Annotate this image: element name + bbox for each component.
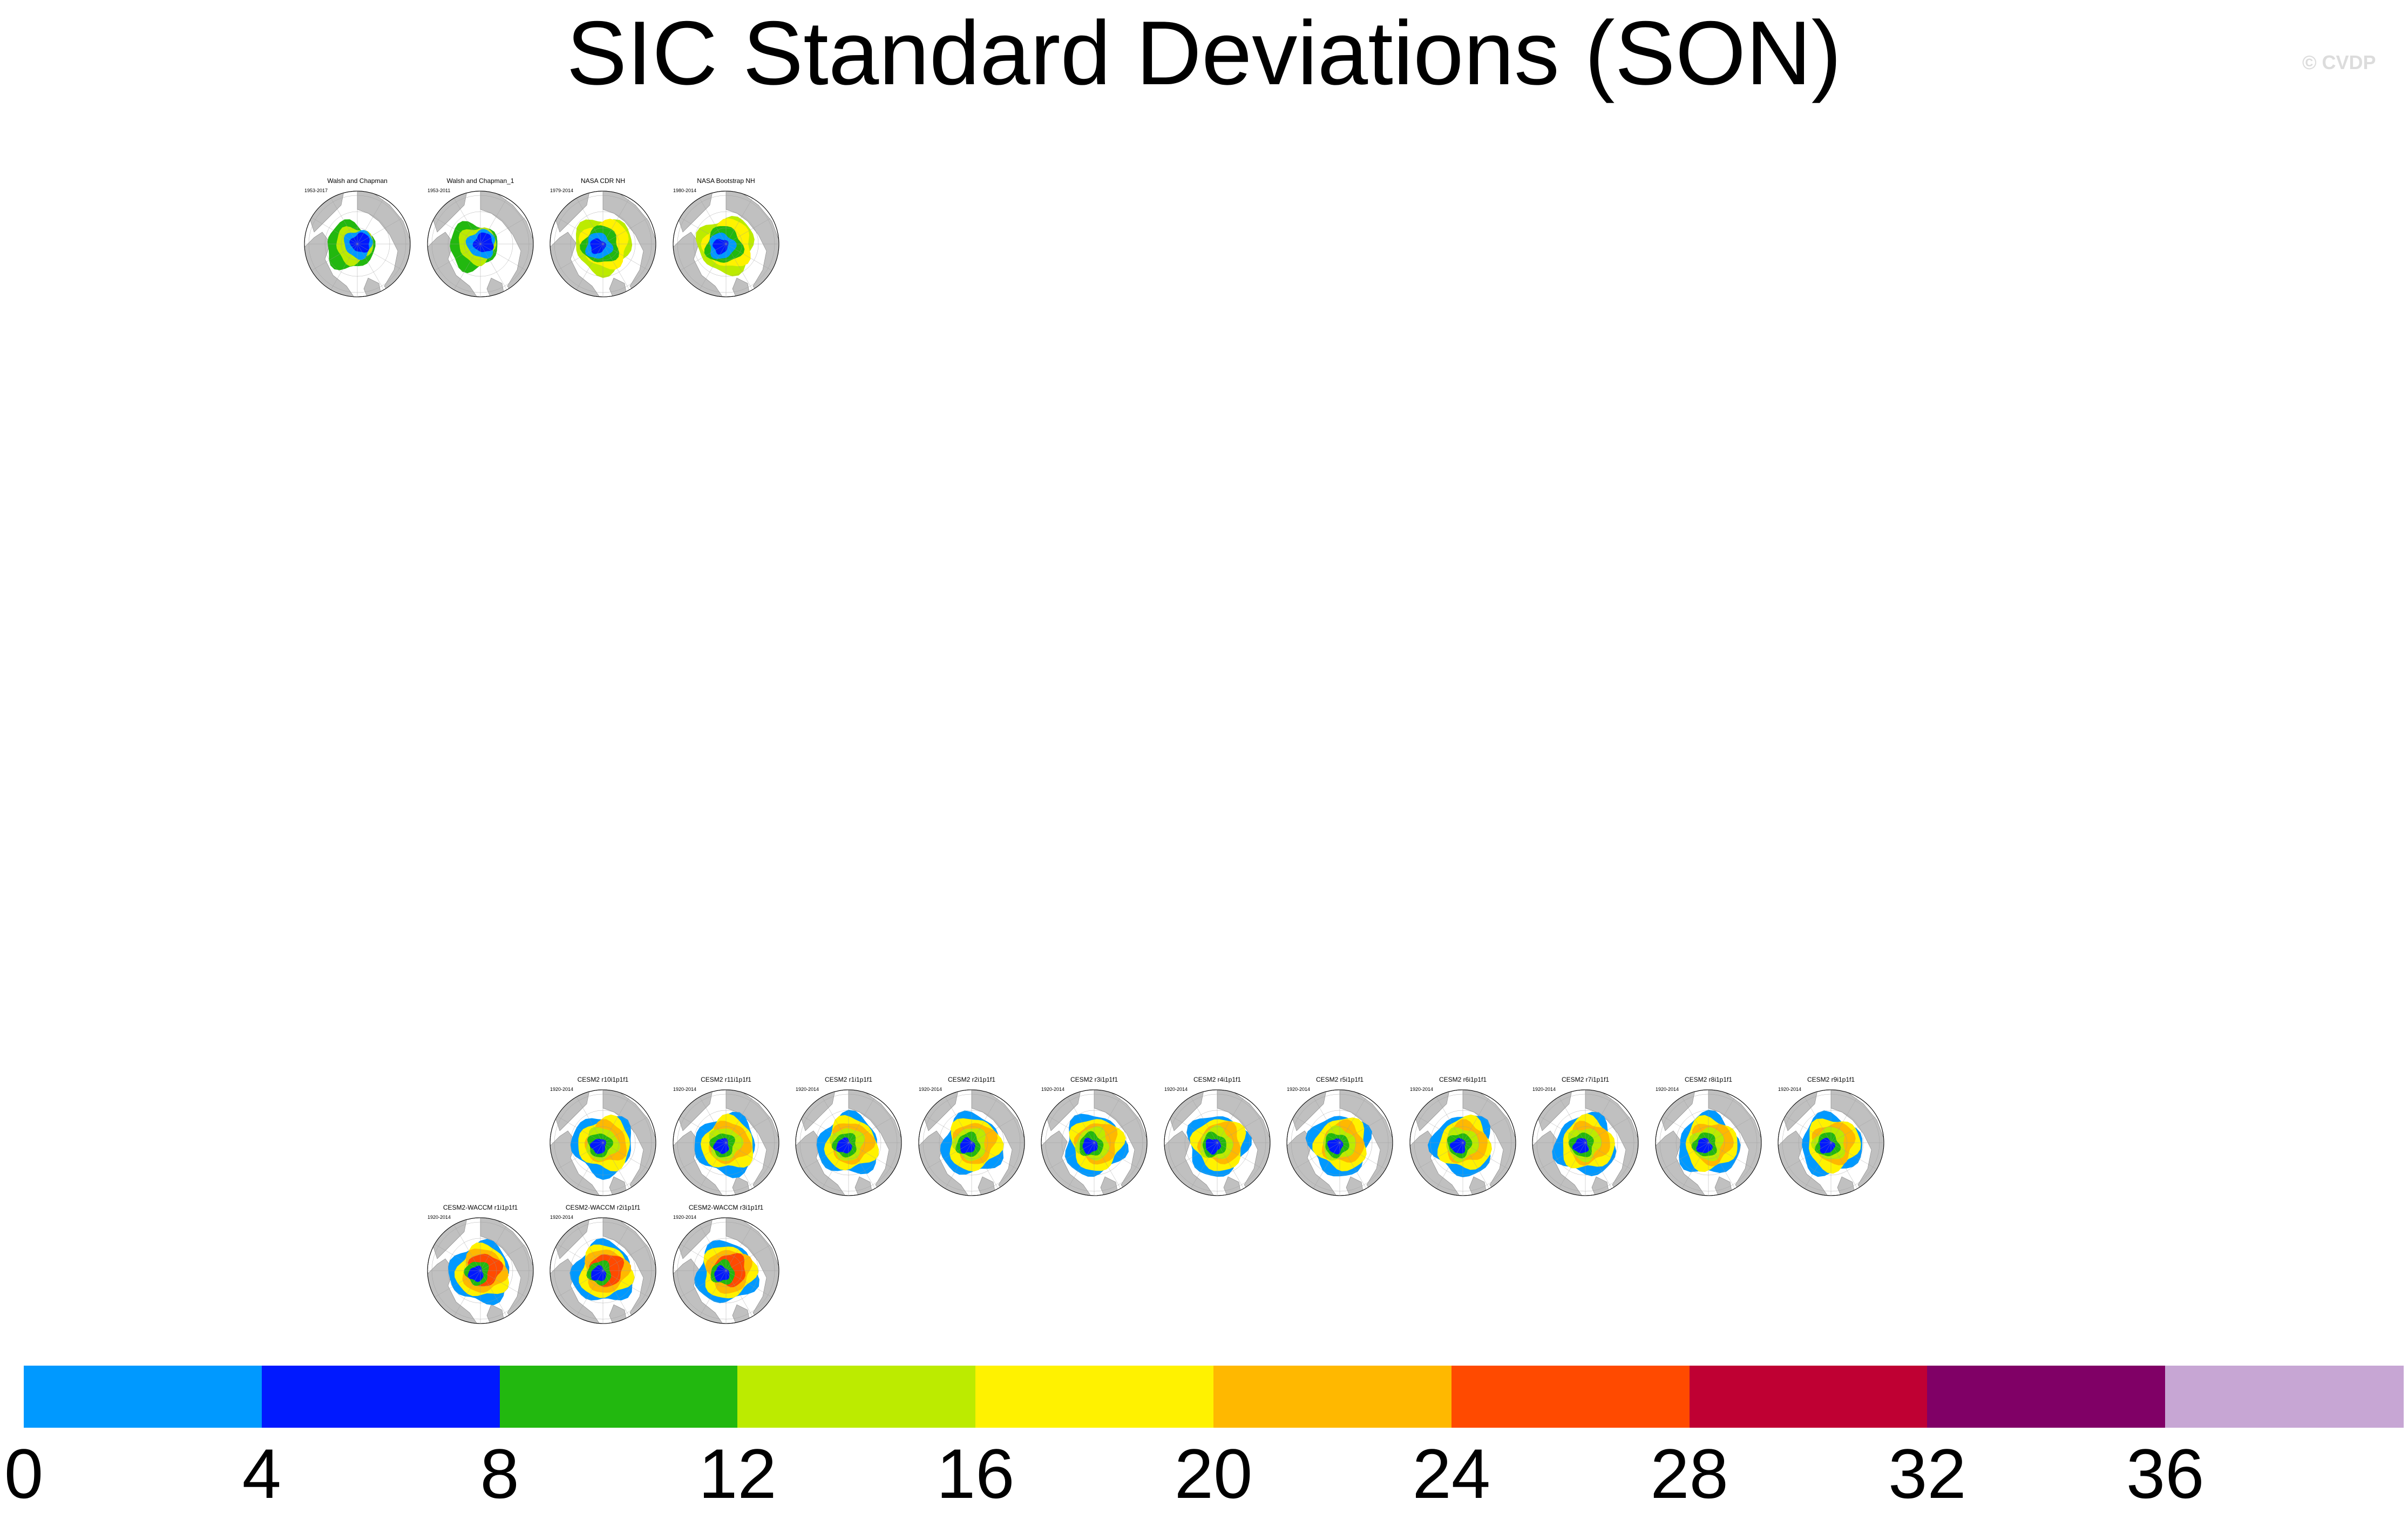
panel-title: NASA Bootstrap NH <box>697 177 755 185</box>
polar-map <box>550 1089 656 1196</box>
colorbar-tick-label: 36 <box>2126 1434 2204 1513</box>
panel-title: CESM2 r2i1p1f1 <box>947 1076 996 1083</box>
panel-title: Walsh and Chapman_1 <box>446 177 514 185</box>
colorbar-tick-label: 12 <box>698 1434 777 1513</box>
panel-years: 1920-2014 <box>1041 1087 1065 1092</box>
panel-title: CESM2 r8i1p1f1 <box>1684 1076 1733 1083</box>
panel-title: CESM2 r6i1p1f1 <box>1439 1076 1487 1083</box>
panel-years: 1920-2014 <box>550 1215 574 1220</box>
polar-map <box>1164 1089 1271 1196</box>
panel-years: 1920-2014 <box>673 1215 697 1220</box>
panel-title: CESM2 r7i1p1f1 <box>1561 1076 1610 1083</box>
colorbar-segment <box>2165 1366 2404 1428</box>
colorbar-tick-label: 32 <box>1888 1434 1966 1513</box>
colorbar-segment <box>24 1366 262 1428</box>
panel-years: 1920-2014 <box>550 1087 574 1092</box>
map-panel: Walsh and Chapman 1953-2017 <box>303 177 411 301</box>
polar-map <box>795 1089 902 1196</box>
colorbar-tick-label: 0 <box>4 1434 44 1513</box>
colorbar-tick-label: 28 <box>1650 1434 1728 1513</box>
panel-years: 1953-2011 <box>428 188 451 193</box>
colorbar-tick-label: 8 <box>480 1434 519 1513</box>
map-panel: CESM2-WACCM r2i1p1f1 1920-2014 <box>549 1204 657 1328</box>
colorbar-segment <box>1689 1366 1928 1428</box>
panel-years: 1920-2014 <box>1778 1087 1802 1092</box>
panel-years: 1920-2014 <box>1656 1087 1679 1092</box>
panel-years: 1920-2014 <box>1287 1087 1311 1092</box>
panel-years: 1920-2014 <box>1532 1087 1556 1092</box>
panel-title: CESM2 r4i1p1f1 <box>1193 1076 1242 1083</box>
map-panel: CESM2 r6i1p1f1 1920-2014 <box>1409 1076 1517 1200</box>
panel-title: CESM2 r11i1p1f1 <box>701 1076 751 1083</box>
colorbar-segment <box>261 1366 500 1428</box>
colorbar-segment <box>1927 1366 2166 1428</box>
polar-map <box>918 1089 1025 1196</box>
polar-map <box>1041 1089 1148 1196</box>
panel-years: 1920-2014 <box>796 1087 819 1092</box>
polar-map <box>1409 1089 1516 1196</box>
colorbar-segment <box>975 1366 1214 1428</box>
polar-map <box>427 1217 534 1324</box>
map-panel: CESM2 r3i1p1f1 1920-2014 <box>1040 1076 1148 1200</box>
panel-title: CESM2-WACCM r2i1p1f1 <box>565 1204 641 1211</box>
colorbar-tick-label: 20 <box>1174 1434 1253 1513</box>
map-panel: CESM2 r5i1p1f1 1920-2014 <box>1286 1076 1394 1200</box>
polar-map <box>673 191 779 297</box>
colorbar-tick-label: 16 <box>936 1434 1015 1513</box>
map-panel: CESM2 r9i1p1f1 1920-2014 <box>1777 1076 1885 1200</box>
map-panel: CESM2 r11i1p1f1 1920-2014 <box>672 1076 780 1200</box>
colorbar-segment <box>1213 1366 1452 1428</box>
panel-title: CESM2 r10i1p1f1 <box>577 1076 629 1083</box>
panel-title: CESM2 r5i1p1f1 <box>1315 1076 1364 1083</box>
map-panel: Walsh and Chapman_1 1953-2011 <box>426 177 534 301</box>
polar-map <box>1655 1089 1762 1196</box>
polar-map <box>1286 1089 1393 1196</box>
panel-years: 1920-2014 <box>1410 1087 1434 1092</box>
polar-map <box>673 1217 779 1324</box>
map-panel: CESM2 r10i1p1f1 1920-2014 <box>549 1076 657 1200</box>
panel-title: CESM2-WACCM r3i1p1f1 <box>688 1204 764 1211</box>
polar-map <box>427 191 534 297</box>
colorbar-segment <box>1451 1366 1690 1428</box>
panel-years: 1953-2017 <box>304 188 328 193</box>
map-panel: CESM2 r4i1p1f1 1920-2014 <box>1163 1076 1271 1200</box>
polar-map <box>550 191 656 297</box>
polar-map <box>550 1217 656 1324</box>
map-panel: CESM2-WACCM r1i1p1f1 1920-2014 <box>426 1204 534 1328</box>
panel-title: CESM2 r1i1p1f1 <box>824 1076 873 1083</box>
polar-map <box>1778 1089 1884 1196</box>
colorbar-tick-label: 4 <box>242 1434 281 1513</box>
credit-label: © CVDP <box>2302 51 2376 73</box>
map-panel: CESM2 r8i1p1f1 1920-2014 <box>1654 1076 1762 1200</box>
panel-title: CESM2 r3i1p1f1 <box>1070 1076 1118 1083</box>
map-panel: NASA Bootstrap NH 1980-2014 <box>672 177 780 301</box>
map-panel: CESM2 r1i1p1f1 1920-2014 <box>795 1076 903 1200</box>
polar-map <box>1532 1089 1639 1196</box>
panel-years: 1920-2014 <box>428 1215 451 1220</box>
panel-years: 1979-2014 <box>550 188 574 193</box>
panel-years: 1920-2014 <box>919 1087 942 1092</box>
colorbar-segment <box>737 1366 976 1428</box>
panel-title: CESM2 r9i1p1f1 <box>1807 1076 1855 1083</box>
page-title: SIC Standard Deviations (SON) <box>566 2 1842 104</box>
map-panel: CESM2 r2i1p1f1 1920-2014 <box>918 1076 1026 1200</box>
colorbar-segment <box>499 1366 738 1428</box>
map-panel: CESM2-WACCM r3i1p1f1 1920-2014 <box>672 1204 780 1328</box>
panel-title: NASA CDR NH <box>580 177 625 185</box>
polar-map <box>673 1089 779 1196</box>
panel-title: Walsh and Chapman <box>327 177 388 185</box>
map-panel: NASA CDR NH 1979-2014 <box>549 177 657 301</box>
polar-map <box>304 191 411 297</box>
map-panel: CESM2 r7i1p1f1 1920-2014 <box>1531 1076 1639 1200</box>
colorbar-tick-label: 24 <box>1412 1434 1491 1513</box>
panel-years: 1980-2014 <box>673 188 697 193</box>
panel-years: 1920-2014 <box>673 1087 697 1092</box>
panel-years: 1920-2014 <box>1164 1087 1188 1092</box>
panel-title: CESM2-WACCM r1i1p1f1 <box>443 1204 518 1211</box>
